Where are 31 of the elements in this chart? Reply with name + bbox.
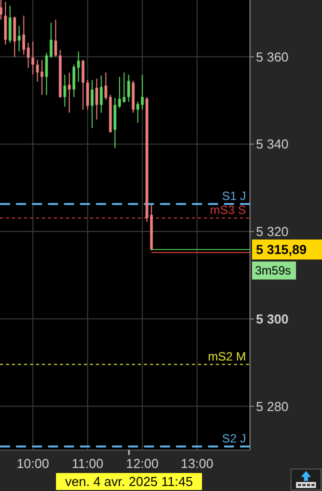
candlestick [0, 0, 2, 20]
ref-line-label: mS2 M [208, 349, 246, 364]
x-tick-label: 11:00 [72, 456, 104, 471]
candlestick [100, 75, 103, 114]
candlestick [54, 19, 58, 58]
candlestick [95, 78, 98, 120]
candlestick [31, 41, 34, 76]
y-tick-label: 5 320 [256, 224, 289, 240]
candlestick [86, 79, 89, 110]
x-tick-label: 12:00 [126, 456, 159, 471]
candlestick [8, 5, 12, 44]
candlestick [26, 42, 30, 68]
candlestick [104, 72, 108, 100]
x-tick-label: 13:00 [180, 456, 214, 471]
ref-line-label: 5 315,89 [256, 242, 307, 258]
text: 3m59s [255, 264, 292, 278]
ref-line-label: mS3 S [210, 203, 246, 218]
y-tick-label: 5 360 [256, 49, 289, 64]
candlestick [127, 74, 130, 102]
y-tick-label: 5 300 [256, 311, 289, 326]
candlestick [82, 59, 84, 110]
candlestick [90, 79, 94, 129]
ref-line-label: S1 J [222, 189, 246, 204]
ref-line-label: S2 J [222, 432, 246, 446]
y-tick-label: 5 280 [256, 398, 289, 414]
candlestick [22, 15, 26, 56]
x-tick-label: 10:00 [16, 456, 50, 471]
candlestick [63, 74, 66, 108]
y-tick-label: 5 340 [256, 136, 289, 152]
candlestick [140, 74, 144, 110]
text: ven. 4 avr. 2025 11:45 [65, 474, 193, 490]
